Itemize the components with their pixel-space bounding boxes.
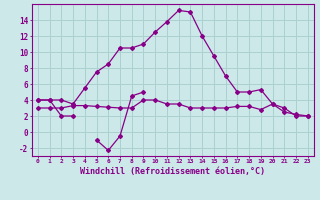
X-axis label: Windchill (Refroidissement éolien,°C): Windchill (Refroidissement éolien,°C) — [80, 167, 265, 176]
